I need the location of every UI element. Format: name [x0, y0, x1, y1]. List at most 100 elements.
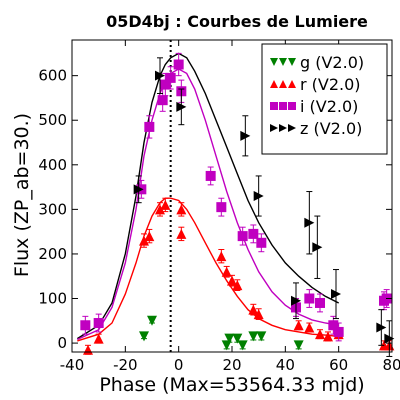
legend-marker	[279, 124, 287, 132]
data-point	[237, 226, 248, 246]
data-point	[176, 226, 187, 242]
data-point	[147, 315, 157, 326]
data-marker	[293, 320, 304, 331]
data-marker	[224, 333, 235, 344]
data-marker	[315, 329, 325, 340]
data-marker	[248, 331, 259, 342]
data-point	[293, 320, 304, 331]
x-tick-label: 80	[382, 356, 400, 374]
data-point	[80, 315, 91, 335]
y-tick-label: 500	[38, 111, 67, 129]
data-marker	[144, 121, 155, 132]
data-marker	[315, 297, 325, 308]
data-point	[256, 331, 267, 342]
data-point	[291, 282, 301, 320]
legend-marker	[288, 102, 296, 110]
data-marker	[155, 70, 165, 81]
x-tick-label: 20	[222, 356, 241, 374]
data-point	[315, 329, 325, 340]
fit-curves	[76, 52, 340, 342]
data-marker	[312, 242, 323, 253]
data-marker	[323, 331, 333, 342]
data-point	[165, 66, 176, 90]
legend-marker	[279, 80, 287, 88]
data-marker	[173, 59, 184, 70]
data-marker	[157, 95, 168, 106]
x-tick-label: -20	[113, 356, 138, 374]
x-tick-label: -40	[60, 356, 85, 374]
data-marker	[165, 72, 176, 83]
data-marker	[240, 130, 251, 141]
data-marker	[160, 79, 171, 90]
data-marker	[216, 251, 227, 262]
data-point	[248, 331, 259, 342]
data-marker	[237, 231, 248, 242]
data-point	[144, 228, 155, 244]
data-point	[173, 52, 184, 77]
legend: g (V2.0) r (V2.0) i (V2.0) z (V2.0)	[261, 43, 388, 155]
data-point	[312, 215, 323, 279]
data-marker	[331, 289, 341, 300]
data-point	[253, 175, 264, 217]
legend-marker	[288, 80, 296, 88]
data-point	[293, 340, 304, 351]
data-point	[155, 57, 165, 94]
data-marker	[176, 101, 187, 112]
data-point	[139, 331, 149, 342]
data-marker	[232, 333, 243, 344]
data-point	[304, 289, 315, 308]
data-marker	[144, 231, 155, 242]
data-point	[205, 166, 216, 186]
x-axis-label: Phase (Max=53564.33 mjd)	[99, 374, 364, 396]
x-tick-label: 0	[174, 356, 184, 374]
legend-marker	[270, 80, 278, 88]
data-marker	[139, 331, 149, 342]
legend-marker	[270, 124, 278, 132]
legend-marker	[279, 58, 287, 66]
data-point	[248, 224, 259, 244]
data-point	[133, 175, 144, 204]
data-point	[216, 248, 227, 264]
data-point	[93, 313, 104, 333]
data-point	[304, 322, 315, 333]
y-tick-label: 300	[38, 200, 67, 218]
data-point	[323, 331, 333, 342]
data-marker	[256, 331, 267, 342]
data-point	[232, 333, 243, 344]
data-marker	[384, 333, 395, 344]
chart-title: 05D4bj : Courbes de Lumiere	[106, 12, 368, 31]
data-point	[240, 115, 251, 157]
data-marker	[221, 266, 232, 277]
data-marker	[93, 333, 104, 344]
fit-curve	[76, 52, 340, 340]
data-marker	[205, 170, 216, 181]
data-marker	[291, 295, 301, 306]
y-tick-label: 600	[38, 67, 67, 85]
data-marker	[253, 191, 264, 201]
y-axis-label: Flux (ZP_ab=30.)	[11, 113, 33, 277]
legend-label: r (V2.0)	[300, 75, 361, 94]
axes: -40 -20 0 20 40 60 80 0 100 200 300 400 500 600	[38, 39, 400, 374]
data-marker	[176, 204, 187, 215]
data-marker	[293, 340, 304, 351]
legend-label: z (V2.0)	[300, 119, 362, 138]
x-tick-label: 40	[276, 356, 295, 374]
data-marker	[133, 184, 144, 195]
legend-marker	[279, 102, 287, 110]
data-marker	[237, 340, 248, 351]
data-point	[160, 197, 171, 213]
data-point	[253, 308, 264, 320]
data-marker	[248, 304, 259, 315]
data-point	[144, 115, 155, 139]
data-marker	[256, 237, 267, 248]
legend-label: g (V2.0)	[300, 53, 364, 72]
data-point	[216, 197, 227, 217]
data-point	[315, 293, 325, 313]
y-tick-label: 100	[38, 290, 67, 308]
data-marker	[80, 320, 91, 331]
data-point	[333, 322, 344, 342]
data-marker	[160, 199, 171, 210]
y-tick-label: 400	[38, 156, 67, 174]
legend-marker	[270, 58, 278, 66]
